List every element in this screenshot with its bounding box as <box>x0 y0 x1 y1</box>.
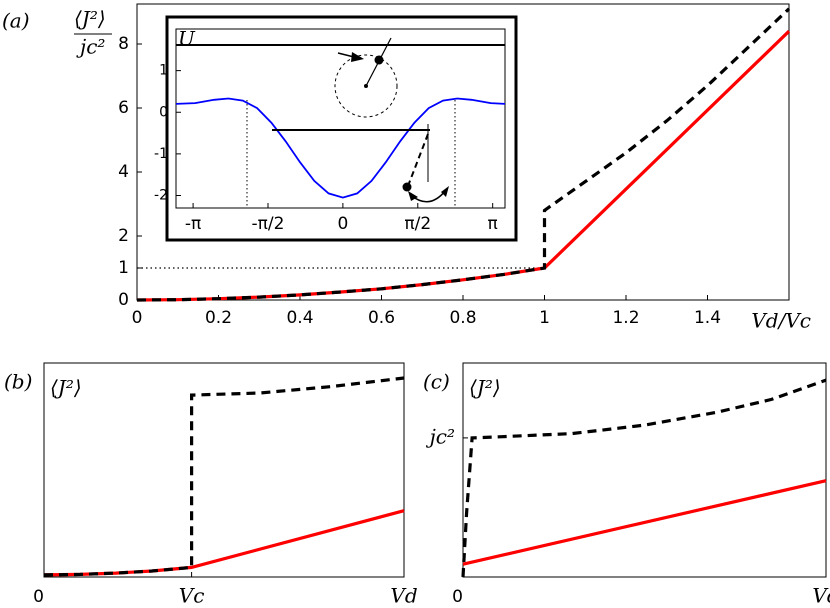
x-tick-label: Vc <box>179 584 205 608</box>
y-tick-label: -1 <box>154 146 168 162</box>
panel-label: (a) <box>2 9 30 33</box>
x-tick-label: 1.4 <box>694 308 721 328</box>
y-tick-label: 2 <box>118 226 129 246</box>
x-tick-label: 1.2 <box>612 308 639 328</box>
x-tick-label: -π <box>185 214 201 234</box>
arrow-head <box>408 191 418 201</box>
y-tick-label: 4 <box>118 162 129 182</box>
data-line <box>462 479 827 566</box>
x-tick-label: 0 <box>337 214 348 234</box>
arrow-head <box>441 186 449 197</box>
y-tick-label: jc² <box>426 424 455 448</box>
x-tick-label: π/2 <box>404 214 431 234</box>
y-label: ⟨J²⟩ <box>74 7 106 31</box>
y-label: U <box>178 27 196 51</box>
pendulum-bob <box>374 55 384 65</box>
x-tick-label: 0 <box>33 587 44 607</box>
x-tick-label: 0.4 <box>286 308 313 328</box>
x-tick-label: 0.2 <box>205 308 232 328</box>
orbit <box>334 54 398 118</box>
inset-frame <box>165 15 518 242</box>
panel-label: (b) <box>4 370 32 394</box>
x-tick-label: Vd <box>390 584 417 608</box>
x-tick-label: 0.6 <box>368 308 395 328</box>
y-tick-label: 1 <box>159 63 168 79</box>
y-tick-label: 6 <box>118 98 129 118</box>
plot-frame <box>175 28 506 209</box>
pendulum-bob <box>402 182 412 192</box>
data-line <box>461 378 827 578</box>
plot-frame <box>462 362 827 578</box>
x-label: Vd/Vc <box>751 309 811 333</box>
x-tick-label: -π/2 <box>252 214 285 234</box>
data-line <box>43 376 405 577</box>
y-label: ⟨J²⟩ <box>50 376 82 400</box>
y-tick-label: 1 <box>118 258 129 278</box>
data-line <box>136 7 791 302</box>
x-tick-label: 0 <box>452 587 463 607</box>
y-label: ⟨J²⟩ <box>469 376 501 400</box>
x-tick-label: π <box>488 214 498 234</box>
inset: -π -π/2 0 π/2 π 1 0 -1 -2 U <box>154 27 506 234</box>
y-tick-label: 0 <box>159 104 168 120</box>
panel-label: (c) <box>423 370 450 394</box>
y-label: jc² <box>76 35 105 59</box>
data-line <box>136 30 791 302</box>
y-tick-label: 8 <box>118 34 129 54</box>
data-line <box>175 97 506 199</box>
y-tick-label: 0 <box>118 290 129 310</box>
x-tick-label: 0.8 <box>449 308 476 328</box>
x-tick-label: 0 <box>132 308 143 328</box>
data-line <box>43 509 405 577</box>
plot-frame <box>43 362 405 578</box>
y-tick-label: -2 <box>154 188 168 204</box>
x-tick-label: Vd <box>812 584 830 608</box>
x-tick-label: 1 <box>539 308 550 328</box>
pivot <box>364 84 368 88</box>
inset-diagram <box>176 37 505 208</box>
arrow-head <box>351 52 364 62</box>
